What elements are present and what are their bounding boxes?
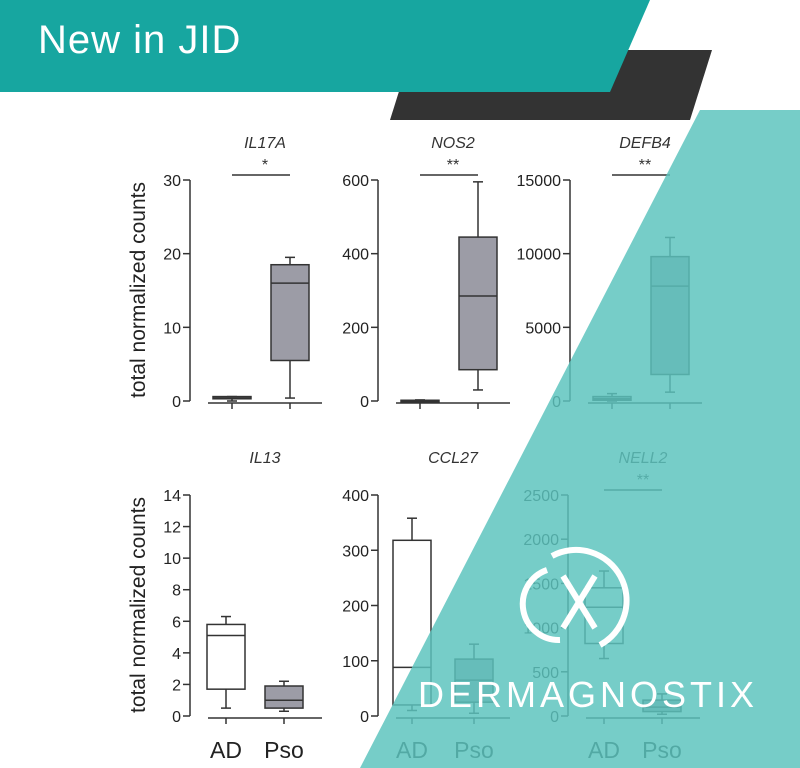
y-tick-label: 6 <box>172 614 181 631</box>
banner-background <box>0 0 650 92</box>
y-tick-label: 200 <box>342 320 369 337</box>
significance-label: * <box>262 157 268 174</box>
y-tick-label: 400 <box>342 488 369 505</box>
y-tick-label: 600 <box>342 173 369 190</box>
significance-label: ** <box>447 157 459 174</box>
dx-logo-icon <box>519 546 630 648</box>
y-tick-label: 0 <box>172 394 181 411</box>
y-axis-label: total normalized counts <box>127 497 150 713</box>
y-tick-label: 0 <box>360 709 369 726</box>
y-tick-label: 2 <box>172 677 181 694</box>
boxplot-panel: 0 10 20 30 IL17A * <box>163 135 322 411</box>
boxplot-panel: 0 200 400 600 NOS2 ** <box>342 135 510 411</box>
x-category-label: Pso <box>264 737 304 763</box>
y-tick-label: 5000 <box>525 320 561 337</box>
y-axis-label: total normalized counts <box>127 182 150 398</box>
chart-title: IL13 <box>249 450 280 467</box>
brand-name: DERMAGNOSTIX <box>418 674 759 715</box>
box <box>264 685 304 709</box>
y-tick-label: 8 <box>172 583 181 600</box>
y-tick-label: 300 <box>342 543 369 560</box>
x-category-label: AD <box>210 737 242 763</box>
y-tick-label: 10 <box>163 320 181 337</box>
teal-diagonal-overlay <box>360 110 800 768</box>
y-tick-label: 20 <box>163 247 181 264</box>
y-tick-label: 30 <box>163 173 181 190</box>
y-tick-label: 10000 <box>517 247 562 264</box>
chart-title: NOS2 <box>431 135 475 152</box>
y-tick-label: 15000 <box>517 173 562 190</box>
chart-title: IL17A <box>244 135 286 152</box>
y-tick-label: 0 <box>172 709 181 726</box>
chart-title: CCL27 <box>428 450 479 467</box>
y-tick-label: 400 <box>342 247 369 264</box>
box <box>270 263 310 362</box>
y-tick-label: 200 <box>342 599 369 616</box>
y-tick-label: 100 <box>342 654 369 671</box>
box <box>458 236 498 371</box>
y-tick-label: 4 <box>172 646 181 663</box>
y-tick-label: 10 <box>163 551 181 568</box>
significance-label: ** <box>639 157 651 174</box>
boxplot-panel: 0 2 4 6 8 10 12 14 AD Pso IL13 <box>163 450 322 763</box>
chart-title: DEFB4 <box>619 135 671 152</box>
y-tick-label: 14 <box>163 488 181 505</box>
y-tick-label: 12 <box>163 520 181 537</box>
y-tick-label: 0 <box>360 394 369 411</box>
banner-title: New in JID <box>38 18 242 62</box>
box <box>206 623 246 690</box>
